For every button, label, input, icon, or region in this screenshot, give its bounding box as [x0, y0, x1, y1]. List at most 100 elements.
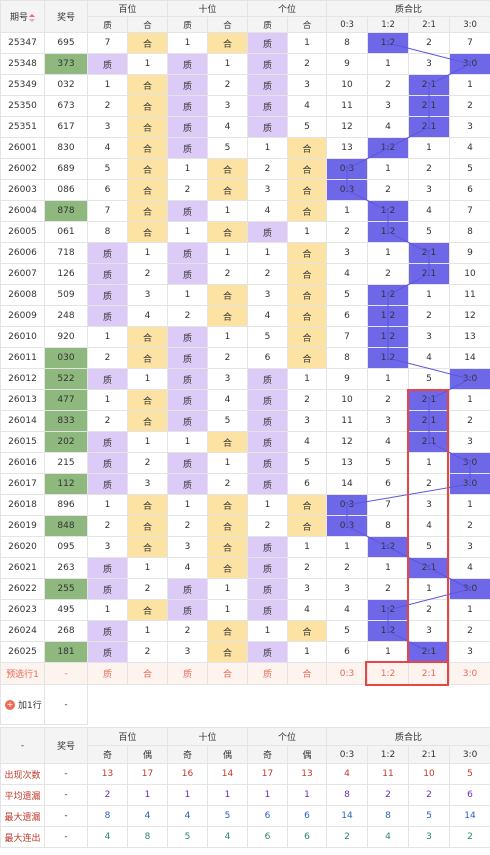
zhihe-cell: 质 [247, 557, 288, 579]
predict-row: 预选行1 - 质 合 质 合 质 合 0:3 1:2 2:1 3:0 [0, 662, 490, 685]
zhihe-cell: 合 [207, 32, 248, 54]
stats-row: 平均遗漏 -2 1 1 1 1 1 8 2 2 6 [0, 784, 490, 806]
predict-cell[interactable]: 2:1 [408, 662, 450, 685]
ratio-cell: 11 [449, 284, 490, 306]
ratio-cell: 0:3 [326, 515, 368, 537]
ratio-cell: 4 [367, 116, 409, 138]
zhihe-cell: 2 [287, 53, 327, 75]
zhihe-cell: 1 [127, 431, 168, 453]
zhihe-cell: 2 [247, 263, 288, 285]
ratio-cell: 4 [408, 347, 450, 369]
zhihe-cell: 3 [287, 578, 327, 600]
zhihe-cell: 合 [127, 179, 168, 201]
zhihe-cell: 1 [287, 221, 327, 243]
zhihe-cell: 4 [207, 389, 248, 411]
zhihe-cell: 质 [167, 389, 208, 411]
zhihe-cell: 2 [207, 263, 248, 285]
draw-row: 26012 522 质 1 质 3 质 1 9 1 5 3:0 [0, 368, 490, 390]
zhihe-cell: 1 [127, 620, 168, 642]
period-header[interactable]: 期号 [0, 0, 45, 33]
stats-tens-header: 十位 [167, 727, 249, 746]
units-header: 个位 [247, 0, 328, 17]
draw-row: 26021 263 质 1 4 合质 2 2 1 2:1 4 [0, 557, 490, 579]
zhihe-cell: 合 [207, 305, 248, 327]
add-row-button[interactable]: + 加1行 [5, 698, 42, 711]
draw-row: 26004 878 7 合质 1 4 合 1 1:2 4 7 [0, 200, 490, 222]
stats-value: 4 [87, 826, 128, 848]
ratio-cell: 3 [449, 536, 490, 558]
ratio-cell: 1:2 [367, 599, 409, 621]
ratio-cell: 2:1 [408, 74, 450, 96]
predict-cell[interactable]: 合 [207, 662, 248, 685]
draw-row: 26001 830 4 合质 5 1 合 13 1:2 1 4 [0, 137, 490, 159]
zhihe-cell: 1 [287, 641, 327, 663]
draw-row: 26010 920 1 合质 1 5 合 7 1:2 3 13 [0, 326, 490, 348]
ratio-cell: 2 [449, 620, 490, 642]
stats-award: - [44, 826, 88, 848]
award-number-cell: 689 [44, 158, 88, 180]
zhihe-cell: 7 [87, 200, 128, 222]
draw-row: 25350 673 2 合质 3 质 4 11 3 2:1 2 [0, 95, 490, 117]
zhihe-cell: 合 [207, 536, 248, 558]
sub-header: 0:3 [326, 16, 369, 33]
stats-value: 2 [367, 784, 409, 806]
ratio-cell: 2:1 [408, 641, 450, 663]
zhihe-cell: 质 [247, 116, 288, 138]
award-header: 奖号 [44, 0, 88, 33]
predict-cell[interactable]: 质 [167, 662, 208, 685]
predict-cell[interactable]: 合 [287, 662, 327, 685]
zhihe-cell: 合 [127, 326, 168, 348]
ratio-cell: 2:1 [408, 95, 450, 117]
zhihe-cell: 合 [207, 494, 248, 516]
stats-value: 14 [207, 763, 248, 785]
ratio-cell: 3:0 [449, 452, 490, 474]
predict-cell[interactable]: 质 [87, 662, 128, 685]
add-row-table: + 加1行 - [0, 684, 490, 725]
ratio-cell: 1:2 [367, 326, 409, 348]
draw-row: 26016 215 质 2 质 1 质 5 13 5 1 3:0 [0, 452, 490, 474]
ratio-cell: 13 [449, 326, 490, 348]
period-cell: 26016 [0, 452, 45, 474]
zhihe-cell: 2 [167, 179, 208, 201]
stats-dash: - [0, 727, 45, 764]
predict-cell[interactable]: 1:2 [367, 662, 409, 685]
award-number-cell: 896 [44, 494, 88, 516]
add-row-label: 加1行 [18, 701, 42, 711]
zhihe-cell: 合 [207, 221, 248, 243]
predict-label: 预选行1 [0, 662, 45, 685]
ratio-cell: 1:2 [367, 305, 409, 327]
zhihe-cell: 质 [87, 305, 128, 327]
period-cell: 26020 [0, 536, 45, 558]
zhihe-cell: 合 [287, 347, 327, 369]
predict-cell[interactable]: 0:3 [326, 662, 368, 685]
ratio-cell: 1 [449, 494, 490, 516]
award-number-cell: 878 [44, 200, 88, 222]
hundreds-header: 百位 [86, 0, 169, 17]
stats-value: 1 [127, 784, 168, 806]
sub-header: 质 [167, 16, 209, 33]
stats-award-header: 奖号 [44, 727, 88, 764]
predict-cell[interactable]: 质 [247, 662, 288, 685]
zhihe-cell: 合 [127, 347, 168, 369]
draw-row: 26017 112 质 3 质 2 质 6 14 6 2 3:0 [0, 473, 490, 495]
zhihe-cell: 质 [167, 410, 208, 432]
zhihe-cell: 1 [167, 158, 208, 180]
zhihe-cell: 3 [247, 284, 288, 306]
predict-cell[interactable]: 3:0 [449, 662, 490, 685]
ratio-cell: 3:0 [449, 473, 490, 495]
zhihe-cell: 1 [167, 494, 208, 516]
period-cell: 26001 [0, 137, 45, 159]
zhihe-cell: 1 [167, 32, 208, 54]
stats-value: 6 [247, 826, 288, 848]
draw-row: 26024 268 质 1 2 合 1 合 5 1:2 3 2 [0, 620, 490, 642]
table-header: 期号 奖号 百位 十位 个位 质合比 质 合 质 合 质 合 0:3 1:2 2… [0, 0, 490, 33]
ratio-cell: 3 [326, 578, 368, 600]
ratio-cell: 0:3 [326, 179, 368, 201]
stats-value: 10 [408, 763, 450, 785]
ratio-cell: 1 [367, 242, 409, 264]
ratio-cell: 1:2 [367, 137, 409, 159]
sort-icon[interactable] [29, 13, 35, 22]
predict-cell[interactable]: 合 [127, 662, 168, 685]
ratio-cell: 13 [326, 137, 368, 159]
period-cell: 26007 [0, 263, 45, 285]
